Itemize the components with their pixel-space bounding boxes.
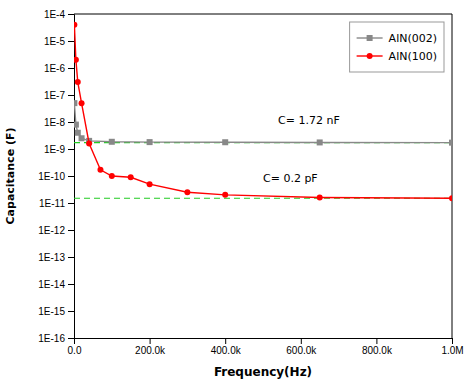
series-point (222, 139, 228, 145)
y-tick-mark (68, 14, 74, 15)
series-point (317, 194, 323, 200)
y-tick-label: 1E-12 (38, 225, 65, 236)
frame (452, 14, 453, 338)
y-axis-title: Capacitance (F) (4, 128, 17, 225)
series-point (449, 140, 452, 146)
series-point (97, 167, 103, 173)
series-point (449, 195, 452, 201)
y-tick: 1E-15 (38, 306, 74, 317)
y-tick: 1E-13 (38, 252, 74, 263)
annotation: C= 0.2 pF (263, 172, 318, 185)
y-tick-label: 1E-11 (39, 198, 65, 209)
x-tick: 1.0M (441, 338, 463, 356)
series-line (74, 103, 452, 143)
y-tick-mark (68, 68, 74, 69)
series-point (74, 100, 77, 106)
y-tick: 1E-9 (44, 144, 74, 155)
x-tick-label: 400.0k (211, 345, 242, 356)
y-tick-label: 1E-14 (38, 279, 65, 290)
y-tick-mark (68, 95, 74, 96)
y-tick-label: 1E-8 (44, 117, 66, 128)
x-tick-mark (452, 338, 453, 344)
series-point (128, 174, 134, 180)
series-point (79, 135, 85, 141)
x-tick: 800.0k (362, 338, 393, 356)
y-tick: 1E-7 (44, 90, 74, 101)
x-tick-mark (225, 338, 226, 344)
y-tick-mark (68, 311, 74, 312)
x-tick: 200.0k (135, 338, 166, 356)
y-tick-mark (68, 284, 74, 285)
y-tick-label: 1E-16 (38, 333, 65, 344)
y-tick-mark (68, 176, 74, 177)
x-tick-mark (376, 338, 377, 344)
y-tick: 1E-5 (44, 36, 74, 47)
series-point (109, 139, 115, 145)
y-axis: 1E-16 1E-15 1E-14 1E-13 1E-12 1E-11 1E-10 1E-9 1… (38, 9, 74, 344)
series-point (75, 79, 81, 85)
data-area (74, 22, 452, 202)
chart: 0.0200.0k400.0k600.0k800.0k1.0M1E-161E-1… (0, 0, 474, 384)
series-point (317, 139, 323, 145)
frame (74, 14, 452, 15)
y-tick-label: 1E-6 (44, 63, 66, 74)
series-point (74, 57, 79, 63)
x-tick-label: 600.0k (286, 345, 317, 356)
x-tick-mark (301, 338, 302, 344)
y-tick: 1E-11 (39, 198, 74, 209)
legend-marker (367, 53, 373, 59)
y-tick-mark (68, 203, 74, 204)
y-tick-mark (68, 149, 74, 150)
y-tick-label: 1E-9 (44, 144, 66, 155)
legend-label: AlN(002) (389, 32, 437, 45)
x-tick-label: 800.0k (362, 345, 393, 356)
y-tick: 1E-8 (44, 117, 74, 128)
annotation: C= 1.72 nF (278, 114, 340, 127)
y-tick-label: 1E-4 (44, 9, 66, 20)
y-tick-label: 1E-10 (38, 171, 65, 182)
y-tick-label: 1E-15 (38, 306, 65, 317)
x-axis: 0.0 200.0k 400.0k 600.0k 800.0k 1.0M (68, 338, 464, 356)
y-tick-mark (68, 338, 74, 339)
x-tick: 0.0 (68, 338, 82, 356)
x-tick-label: 0.0 (68, 345, 82, 356)
y-tick: 1E-10 (38, 171, 74, 182)
series-point (222, 192, 228, 198)
x-tick: 600.0k (286, 338, 317, 356)
x-tick-label: 1.0M (441, 345, 463, 356)
x-tick-mark (150, 338, 151, 344)
y-tick-mark (68, 230, 74, 231)
legend: AlN(002) AlN(100) (350, 22, 444, 72)
legend-label: AlN(100) (389, 50, 437, 63)
series-point (75, 130, 81, 136)
series-point (86, 140, 92, 146)
x-tick-label: 200.0k (135, 345, 166, 356)
legend-frame (350, 22, 444, 72)
series-point (147, 139, 153, 145)
y-tick-mark (68, 257, 74, 258)
y-tick: 1E-14 (38, 279, 74, 290)
y-tick-mark (68, 41, 74, 42)
y-tick-label: 1E-5 (44, 36, 66, 47)
y-tick-label: 1E-13 (38, 252, 65, 263)
x-axis-title: Frequency(Hz) (214, 365, 312, 379)
y-tick: 1E-4 (44, 9, 74, 20)
y-tick-mark (68, 122, 74, 123)
x-axis-line (75, 339, 453, 345)
series-point (74, 122, 79, 128)
y-tick: 1E-16 (38, 333, 74, 344)
legend-marker (367, 35, 373, 41)
plot: 0.0200.0k400.0k600.0k800.0k1.0M1E-161E-1… (38, 9, 463, 356)
series-point (184, 189, 190, 195)
y-tick-label: 1E-7 (44, 90, 66, 101)
y-tick: 1E-12 (38, 225, 74, 236)
y-axis-line (68, 15, 75, 339)
y-tick: 1E-6 (44, 63, 74, 74)
x-tick: 400.0k (211, 338, 242, 356)
series-point (79, 100, 85, 106)
series-point (74, 22, 77, 28)
series-line (74, 25, 452, 199)
series-point (147, 181, 153, 187)
series-point (109, 173, 115, 179)
